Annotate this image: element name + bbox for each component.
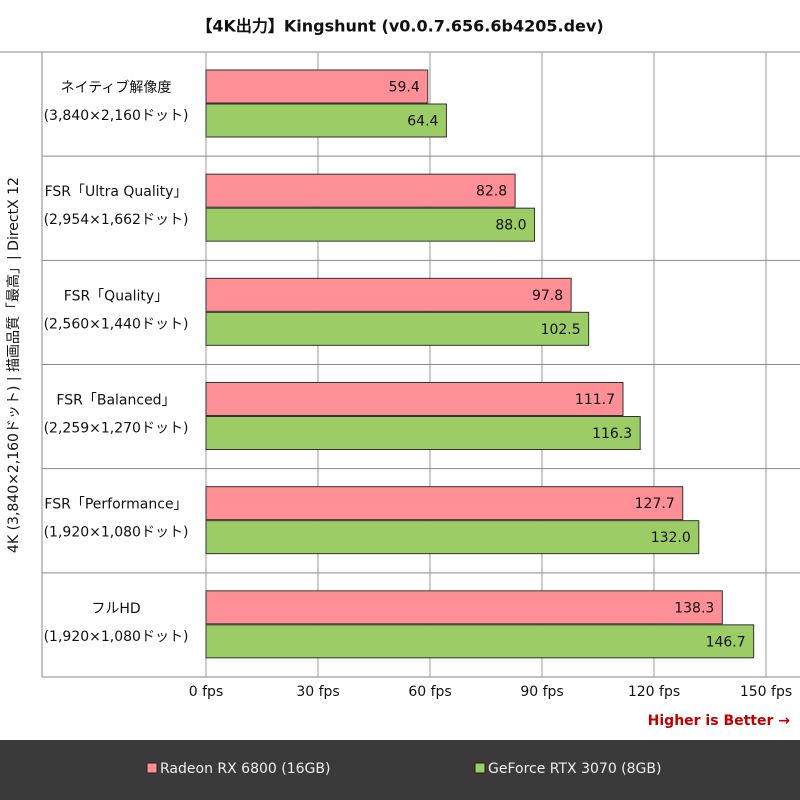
bar [205, 590, 723, 625]
x-tick-label: 90 fps [520, 684, 563, 700]
legend-swatch [474, 762, 486, 774]
legend-swatch [146, 762, 158, 774]
category-resolution: (2,259×1,270ドット) [44, 421, 189, 437]
bar [205, 277, 572, 312]
bar [205, 486, 684, 521]
category-resolution: (3,840×2,160ドット) [44, 108, 189, 124]
bar [205, 624, 755, 659]
bar [205, 311, 590, 346]
value-label: 82.8 [476, 184, 507, 200]
x-tick-label: 120 fps [628, 684, 680, 700]
value-label: 64.4 [407, 114, 438, 130]
category-label: FSR「Ultra Quality」 [45, 184, 188, 200]
value-label: 132.0 [651, 530, 691, 546]
x-tick-label: 60 fps [408, 684, 451, 700]
category-label: フルHD [91, 601, 140, 617]
value-label: 116.3 [592, 426, 632, 442]
x-tick-label: 150 fps [740, 684, 792, 700]
category-resolution: (1,920×1,080ドット) [44, 525, 189, 541]
legend-background [0, 740, 800, 800]
category-label: FSR「Balanced」 [56, 393, 175, 409]
category-label: ネイティブ解像度 [61, 79, 172, 96]
chart-title: 【4K出力】Kingshunt (v0.0.7.656.6b4205.dev) [196, 17, 603, 36]
value-label: 146.7 [706, 634, 746, 650]
bar [205, 173, 516, 208]
value-label: 102.5 [541, 322, 581, 338]
value-label: 111.7 [575, 392, 615, 408]
bar [205, 207, 536, 242]
value-label: 88.0 [495, 218, 526, 234]
annotation: Higher is Better → [648, 713, 791, 729]
legend-label: GeForce RTX 3070 (8GB) [488, 761, 661, 777]
bar [205, 382, 624, 416]
x-tick-label: 0 fps [189, 684, 223, 700]
category-resolution: (2,560×1,440ドット) [44, 316, 189, 332]
bar [205, 416, 641, 450]
value-label: 138.3 [674, 600, 714, 616]
category-label: FSR「Performance」 [44, 497, 187, 513]
category-label: FSR「Quality」 [64, 288, 168, 304]
axis-label: 4K (3,840×2,160ドット) | 描画品質「最高」| DirectX … [5, 177, 22, 553]
bar [205, 103, 447, 138]
value-label: 59.4 [389, 80, 420, 96]
category-resolution: (2,954×1,662ドット) [44, 212, 189, 228]
value-label: 97.8 [532, 288, 563, 304]
bar [205, 520, 700, 555]
legend-label: Radeon RX 6800 (16GB) [160, 761, 330, 777]
value-label: 127.7 [635, 496, 675, 512]
category-resolution: (1,920×1,080ドット) [44, 629, 189, 645]
bar [205, 69, 429, 104]
x-tick-label: 30 fps [296, 684, 339, 700]
